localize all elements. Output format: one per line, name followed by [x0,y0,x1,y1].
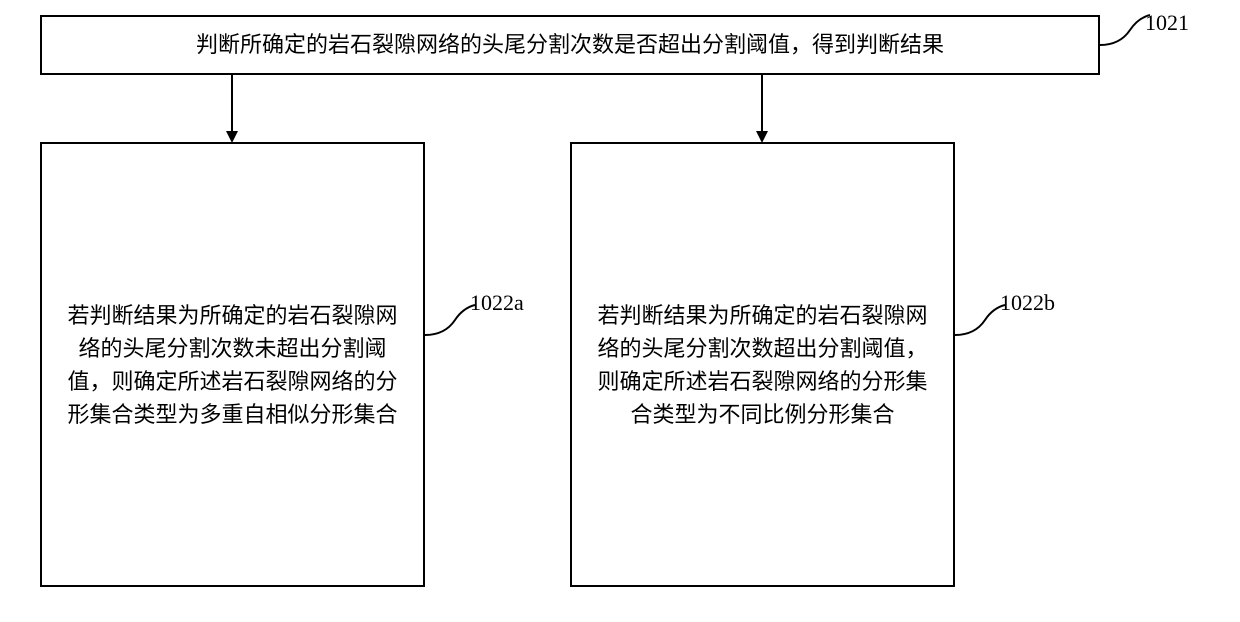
flowchart-container: 判断所确定的岩石裂隙网络的头尾分割次数是否超出分割阈值，得到判断结果 1021 … [0,0,1240,622]
arrow-top-to-right [752,75,772,145]
result-box-left-label: 1022a [470,290,524,316]
decision-box-label: 1021 [1145,10,1189,36]
result-box-left-text: 若判断结果为所确定的岩石裂隙网络的头尾分割次数未超出分割阈值，则确定所述岩石裂隙… [62,299,403,431]
result-box-right-text: 若判断结果为所确定的岩石裂隙网络的头尾分割次数超出分割阈值，则确定所述岩石裂隙网… [592,299,933,431]
result-box-right: 若判断结果为所确定的岩石裂隙网络的头尾分割次数超出分割阈值，则确定所述岩石裂隙网… [570,142,955,587]
connector-curve-right [955,300,1005,340]
result-box-right-label: 1022b [1000,290,1055,316]
connector-curve-left [425,300,475,340]
connector-curve-top [1100,10,1150,50]
result-box-left: 若判断结果为所确定的岩石裂隙网络的头尾分割次数未超出分割阈值，则确定所述岩石裂隙… [40,142,425,587]
decision-box: 判断所确定的岩石裂隙网络的头尾分割次数是否超出分割阈值，得到判断结果 [40,15,1100,75]
arrow-top-to-left [222,75,242,145]
decision-box-text: 判断所确定的岩石裂隙网络的头尾分割次数是否超出分割阈值，得到判断结果 [196,30,944,61]
